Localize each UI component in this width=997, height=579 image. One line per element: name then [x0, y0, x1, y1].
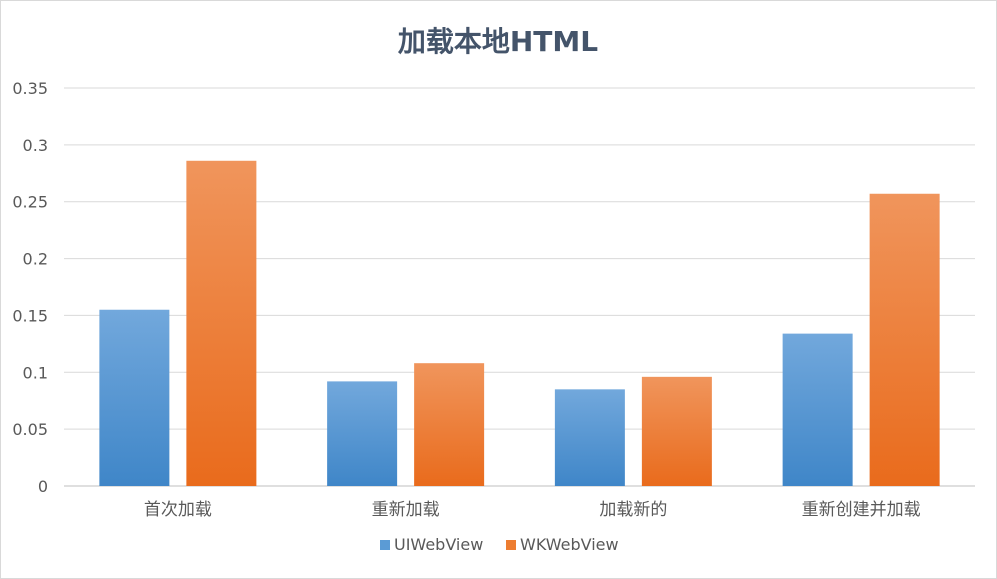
chart-title: 加载本地HTML — [398, 25, 598, 58]
y-axis-ticks: 0 0.05 0.1 0.15 0.2 0.25 0.3 0.35 — [12, 79, 48, 496]
y-tick-label: 0.2 — [23, 250, 48, 269]
y-tick-label: 0 — [38, 477, 48, 496]
bar-wkwebview-1 — [414, 363, 485, 486]
bar-wkwebview-2 — [641, 376, 712, 486]
bars — [99, 160, 940, 487]
legend-swatch-uiwebview — [380, 540, 390, 550]
bar-wkwebview-0 — [186, 160, 257, 486]
bar-uiwebview-3 — [782, 333, 853, 486]
legend-label-uiwebview: UIWebView — [394, 535, 483, 554]
legend-label-wkwebview: WKWebView — [520, 535, 619, 554]
y-tick-label: 0.35 — [12, 79, 48, 98]
bar-uiwebview-0 — [99, 309, 170, 486]
x-category-label: 加载新的 — [599, 500, 667, 520]
x-category-label: 重新创建并加载 — [802, 500, 921, 520]
y-tick-label: 0.1 — [23, 363, 48, 382]
x-axis-categories: 首次加载 重新加载 加载新的 重新创建并加载 — [144, 500, 921, 520]
y-tick-label: 0.3 — [23, 136, 48, 155]
y-tick-label: 0.25 — [12, 193, 48, 212]
legend-swatch-wkwebview — [506, 540, 516, 550]
bar-uiwebview-1 — [327, 381, 398, 486]
bar-wkwebview-3 — [869, 193, 940, 487]
x-category-label: 重新加载 — [372, 500, 440, 520]
legend: UIWebView WKWebView — [380, 535, 619, 554]
x-category-label: 首次加载 — [144, 500, 212, 520]
bar-uiwebview-2 — [554, 389, 625, 486]
y-tick-label: 0.05 — [12, 420, 48, 439]
y-tick-label: 0.15 — [12, 306, 48, 325]
